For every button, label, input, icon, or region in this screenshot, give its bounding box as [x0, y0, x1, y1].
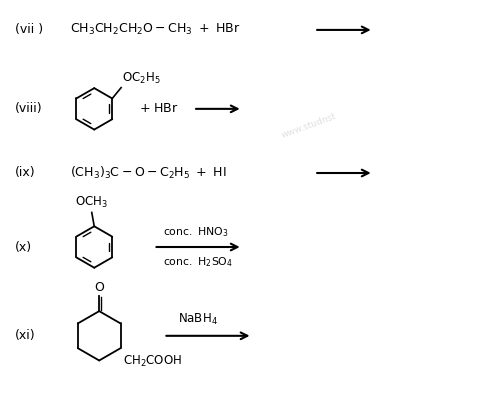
- Text: (viii): (viii): [15, 102, 43, 116]
- Text: (vii ): (vii ): [15, 24, 43, 37]
- Text: $\mathregular{OCH_3}$: $\mathregular{OCH_3}$: [75, 195, 108, 210]
- Text: (ix): (ix): [15, 166, 36, 179]
- Text: $\mathregular{+\ HBr}$: $\mathregular{+\ HBr}$: [139, 102, 178, 116]
- Text: $\mathregular{conc.\ H_2SO_4}$: $\mathregular{conc.\ H_2SO_4}$: [163, 255, 234, 269]
- Text: (x): (x): [15, 241, 32, 254]
- Text: $\mathregular{CH_3CH_2CH_2O-CH_3\ +\ HBr}$: $\mathregular{CH_3CH_2CH_2O-CH_3\ +\ HBr…: [69, 22, 240, 37]
- Text: $\mathregular{conc.\ HNO_3}$: $\mathregular{conc.\ HNO_3}$: [163, 225, 229, 239]
- Text: (xi): (xi): [15, 329, 36, 342]
- Text: $\mathregular{(CH_3)_3C-O-C_2H_5\ +\ HI}$: $\mathregular{(CH_3)_3C-O-C_2H_5\ +\ HI}…: [69, 165, 226, 181]
- Text: www.studnst: www.studnst: [281, 112, 338, 140]
- Text: $\mathregular{NaBH_4}$: $\mathregular{NaBH_4}$: [178, 312, 218, 327]
- Text: $\mathregular{CH_2COOH}$: $\mathregular{CH_2COOH}$: [123, 354, 182, 369]
- Text: O: O: [95, 281, 104, 294]
- Text: $\mathregular{OC_2H_5}$: $\mathregular{OC_2H_5}$: [122, 71, 161, 86]
